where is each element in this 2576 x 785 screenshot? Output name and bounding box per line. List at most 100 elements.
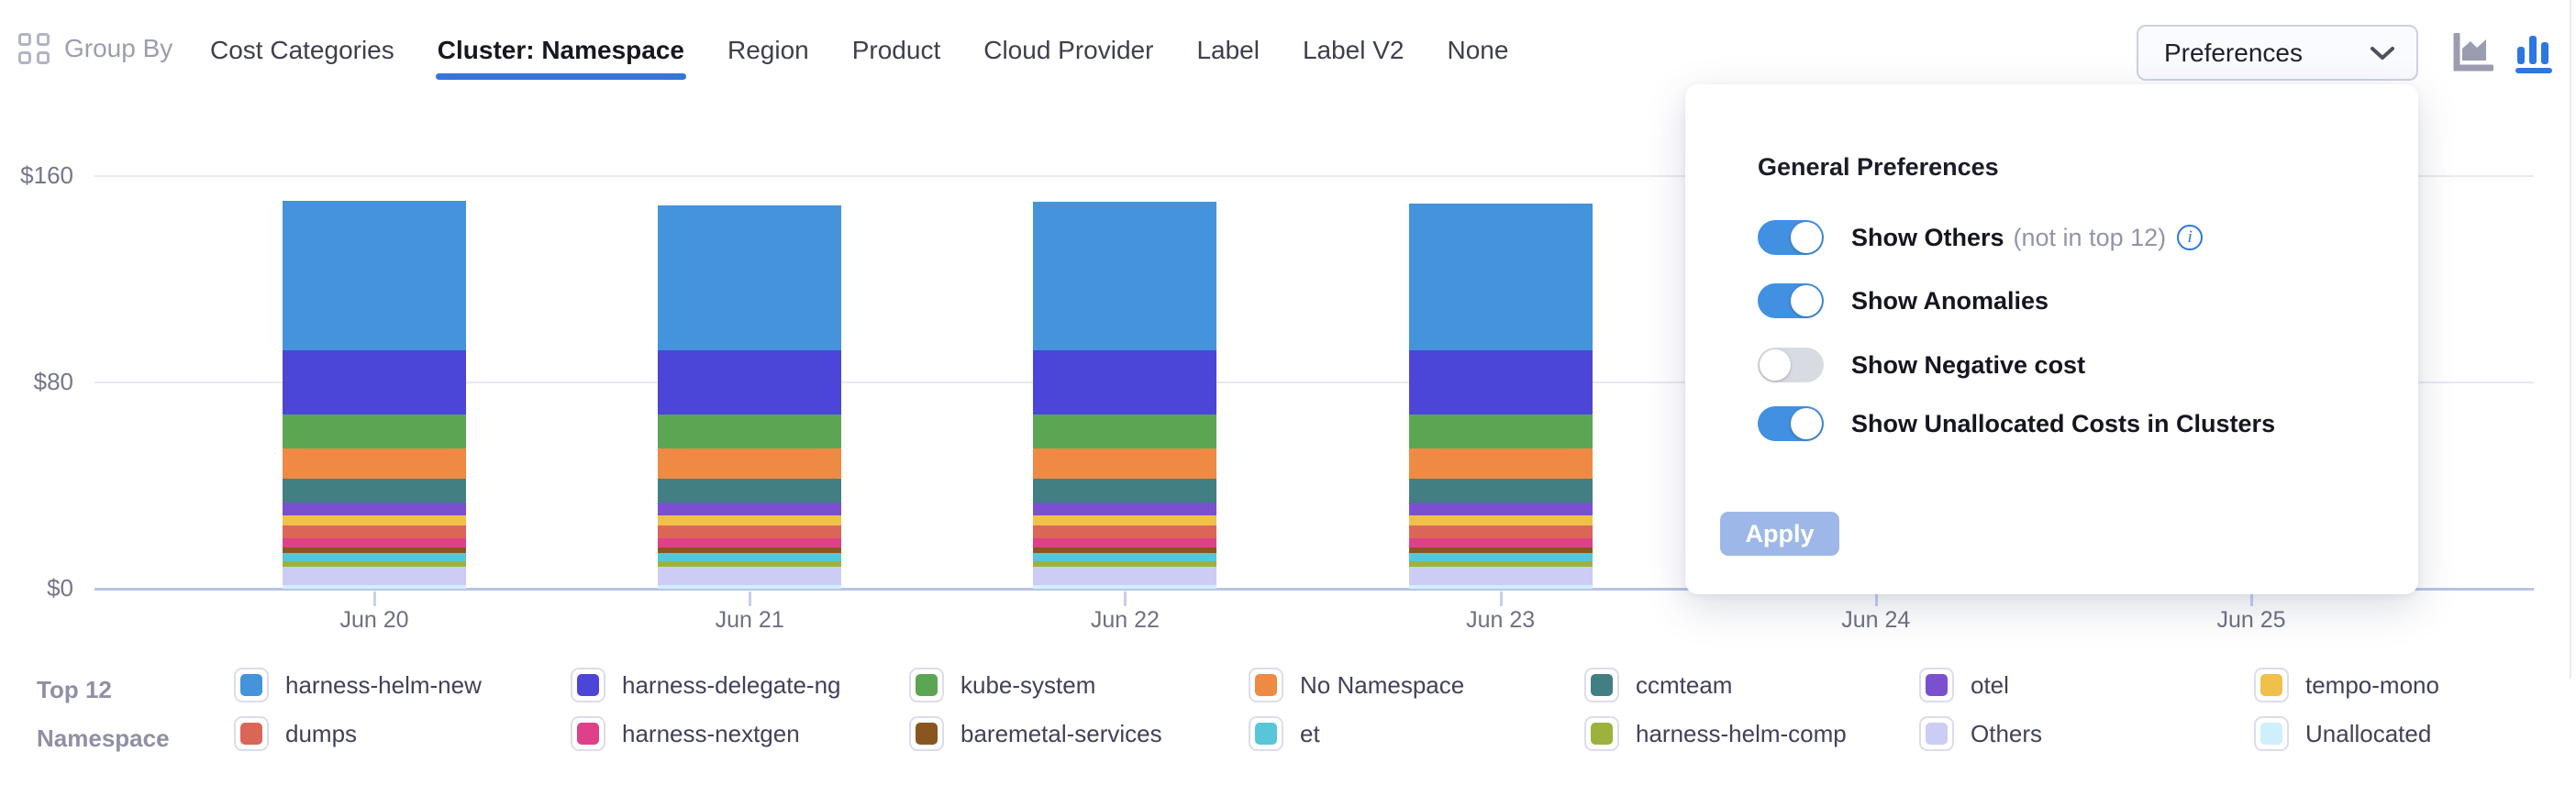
bar-segment-kube-system[interactable] [1408, 415, 1593, 448]
tab-product[interactable]: Product [850, 30, 943, 78]
legend-item-harness-helm-new[interactable]: harness-helm-new [234, 668, 482, 702]
bar-segment-harness-nextgen[interactable] [1033, 538, 1217, 547]
bar-segment-harness-helm-comp[interactable] [1033, 561, 1217, 568]
bar-segment-dumps[interactable] [1408, 525, 1593, 539]
bar-segment-others[interactable] [658, 567, 842, 585]
bar-segment-ccmteam[interactable] [283, 479, 466, 503]
bar-segment-et[interactable] [658, 552, 842, 562]
bar-segment-no-namespace[interactable] [283, 448, 466, 480]
legend-label: et [1300, 719, 1320, 747]
bar-segment-ccmteam[interactable] [658, 479, 842, 503]
legend-item-tempo-mono[interactable]: tempo-mono [2254, 668, 2439, 702]
bar-segment-harness-delegate-ng[interactable] [658, 349, 842, 415]
legend-swatch [234, 668, 269, 702]
bar-segment-baremetal-services[interactable] [658, 547, 842, 553]
bar-segment-tempo-mono[interactable] [283, 514, 466, 526]
tab-cluster-namespace[interactable]: Cluster: Namespace [435, 30, 686, 80]
bar-segment-otel[interactable] [283, 502, 466, 515]
toggle-show-anomalies[interactable] [1758, 283, 1824, 318]
bar-segment-others[interactable] [1033, 567, 1217, 585]
bar-segment-et[interactable] [1033, 552, 1217, 562]
bar-chart-icon[interactable] [2514, 33, 2556, 73]
bar-segment-harness-helm-new[interactable] [283, 200, 466, 350]
area-chart-icon[interactable] [2451, 31, 2495, 73]
bar-segment-unallocated[interactable] [1033, 584, 1217, 589]
legend-header: Top 12 Namespace [37, 666, 170, 763]
legend-item-harness-helm-comp[interactable]: harness-helm-comp [1584, 716, 1847, 751]
tab-cost-categories[interactable]: Cost Categories [208, 30, 396, 78]
bar-segment-no-namespace[interactable] [658, 448, 842, 480]
legend-item-harness-delegate-ng[interactable]: harness-delegate-ng [571, 668, 841, 702]
legend-label: ccmteam [1636, 670, 1733, 699]
legend-swatch [571, 716, 605, 751]
bar-segment-harness-helm-comp[interactable] [658, 561, 842, 568]
legend-item-others[interactable]: Others [1919, 716, 2042, 751]
bar-segment-harness-delegate-ng[interactable] [1033, 349, 1217, 415]
bar-segment-baremetal-services[interactable] [1033, 547, 1217, 553]
bar-segment-harness-helm-comp[interactable] [283, 561, 466, 568]
bar-segment-harness-helm-new[interactable] [1408, 203, 1593, 350]
bar-segment-kube-system[interactable] [1033, 415, 1217, 448]
tab-label[interactable]: Label [1194, 30, 1261, 78]
tab-cloud-provider[interactable]: Cloud Provider [982, 30, 1155, 78]
preferences-dropdown-button[interactable]: Preferences [2137, 25, 2418, 81]
bar-segment-harness-nextgen[interactable] [658, 538, 842, 547]
bar-segment-tempo-mono[interactable] [1408, 514, 1593, 526]
legend-item-unallocated[interactable]: Unallocated [2254, 716, 2431, 751]
legend-item-baremetal-services[interactable]: baremetal-services [909, 716, 1162, 751]
bar-segment-harness-helm-new[interactable] [1033, 202, 1217, 350]
stacked-bar-jun-21[interactable] [658, 205, 842, 589]
bar-segment-kube-system[interactable] [658, 415, 842, 448]
bar-segment-no-namespace[interactable] [1033, 448, 1217, 480]
bar-segment-unallocated[interactable] [1408, 584, 1593, 589]
tab-region[interactable]: Region [726, 30, 811, 78]
tab-none[interactable]: None [1446, 30, 1511, 78]
bar-segment-otel[interactable] [658, 502, 842, 515]
legend-item-et[interactable]: et [1249, 716, 1320, 751]
bar-segment-no-namespace[interactable] [1408, 448, 1593, 480]
legend-item-dumps[interactable]: dumps [234, 716, 357, 751]
bar-segment-harness-helm-new[interactable] [658, 205, 842, 350]
toggle-knob [1791, 285, 1822, 316]
stacked-bar-jun-23[interactable] [1408, 203, 1593, 589]
legend-item-kube-system[interactable]: kube-system [909, 668, 1095, 702]
bar-segment-tempo-mono[interactable] [1033, 514, 1217, 526]
bar-segment-otel[interactable] [1408, 502, 1593, 515]
stacked-bar-jun-22[interactable] [1033, 202, 1217, 589]
bar-segment-harness-delegate-ng[interactable] [283, 349, 466, 415]
toggle-show-others[interactable] [1758, 220, 1824, 255]
legend-swatch-color [916, 674, 938, 696]
bar-segment-ccmteam[interactable] [1408, 479, 1593, 503]
legend-item-no-namespace[interactable]: No Namespace [1249, 668, 1464, 702]
stacked-bar-jun-20[interactable] [283, 200, 466, 589]
bar-segment-ccmteam[interactable] [1033, 479, 1217, 503]
legend-item-ccmteam[interactable]: ccmteam [1584, 668, 1732, 702]
legend-item-otel[interactable]: otel [1919, 668, 2009, 702]
bar-segment-harness-nextgen[interactable] [1408, 538, 1593, 547]
bar-segment-et[interactable] [283, 552, 466, 562]
bar-segment-dumps[interactable] [1033, 525, 1217, 539]
bar-segment-baremetal-services[interactable] [283, 547, 466, 553]
bar-segment-dumps[interactable] [283, 525, 466, 539]
tab-label-v2[interactable]: Label V2 [1301, 30, 1406, 78]
bar-segment-harness-helm-comp[interactable] [1408, 561, 1593, 568]
apply-button[interactable]: Apply [1720, 512, 1839, 556]
bar-segment-harness-delegate-ng[interactable] [1408, 349, 1593, 415]
bar-segment-kube-system[interactable] [283, 415, 466, 448]
bar-segment-baremetal-services[interactable] [1408, 547, 1593, 553]
bar-segment-harness-nextgen[interactable] [283, 538, 466, 547]
preference-row-show-others: Show Others (not in top 12) i [1758, 219, 2204, 256]
bar-segment-unallocated[interactable] [283, 584, 466, 589]
bar-segment-dumps[interactable] [658, 525, 842, 539]
chevron-down-icon [2371, 46, 2394, 60]
info-icon[interactable]: i [2177, 225, 2204, 250]
bar-segment-unallocated[interactable] [658, 584, 842, 589]
bar-segment-others[interactable] [1408, 567, 1593, 585]
toggle-show-negative-cost[interactable] [1758, 348, 1824, 382]
bar-segment-others[interactable] [283, 567, 466, 585]
legend-item-harness-nextgen[interactable]: harness-nextgen [571, 716, 800, 751]
bar-segment-tempo-mono[interactable] [658, 514, 842, 526]
toggle-show-unallocated-costs-in-clusters[interactable] [1758, 406, 1824, 441]
bar-segment-et[interactable] [1408, 552, 1593, 562]
bar-segment-otel[interactable] [1033, 502, 1217, 515]
